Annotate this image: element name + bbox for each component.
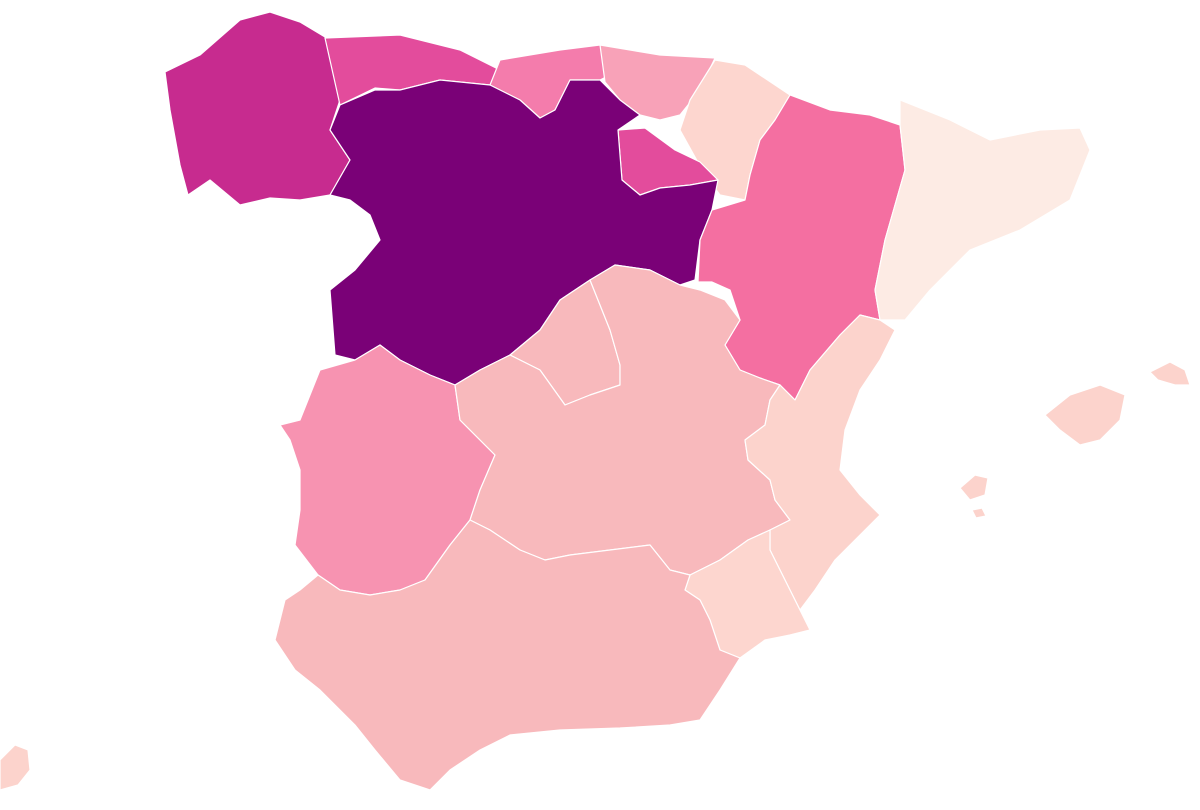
region-islas-baleares-ibiza[interactable] <box>959 474 989 501</box>
region-ceuta[interactable] <box>0 744 31 791</box>
region-islas-baleares-formentera[interactable] <box>971 507 987 519</box>
region-pais-vasco[interactable] <box>599 44 716 121</box>
region-andalucia[interactable] <box>274 519 741 791</box>
region-galicia[interactable] <box>164 11 351 206</box>
region-cataluna[interactable] <box>874 99 1091 321</box>
region-islas-baleares-mallorca[interactable] <box>1044 384 1126 446</box>
region-islas-baleares-menorca[interactable] <box>1149 361 1191 386</box>
